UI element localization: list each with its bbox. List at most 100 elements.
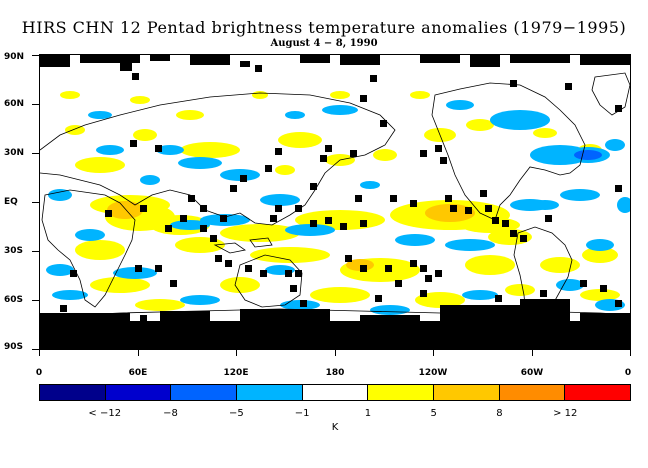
anomaly-region (425, 204, 475, 222)
indonesia-outline (213, 237, 273, 254)
lat-tick (32, 300, 39, 301)
anomaly-region (65, 125, 85, 135)
anomaly-region (278, 132, 322, 148)
anomaly-region (156, 145, 184, 155)
missing-data-cell (615, 185, 622, 192)
missing-data-cell (580, 280, 587, 287)
missing-data-cell (492, 217, 499, 224)
colorbar-label: −1 (294, 408, 310, 419)
missing-data-cell (560, 300, 567, 307)
missing-data-cell (210, 235, 217, 242)
anomaly-region (586, 239, 614, 251)
missing-data-cell (420, 150, 427, 157)
anomaly-region (465, 255, 515, 275)
anomaly-region (88, 111, 112, 119)
missing-data-cell (385, 265, 392, 272)
missing-data-cell (170, 280, 177, 287)
lat-label-30s: 30S (4, 246, 24, 256)
anomaly-region (533, 128, 557, 138)
missing-data-cell (295, 205, 302, 212)
anomaly-region (310, 287, 370, 303)
missing-data-cell (435, 270, 442, 277)
lon-tick (236, 350, 237, 356)
missing-data-cell (155, 145, 162, 152)
anomaly-region (574, 150, 602, 160)
lon-label-60w: 60W (520, 368, 544, 378)
missing-data-cell (380, 120, 387, 127)
missing-data-cell (310, 220, 317, 227)
missing-data-cell (345, 255, 352, 262)
anomaly-map (39, 54, 631, 350)
missing-data-polar-north (40, 55, 70, 67)
anomaly-region (140, 175, 160, 185)
colorbar-label: < −12 (88, 408, 122, 419)
lat-tick (32, 202, 39, 203)
anomaly-region (580, 289, 620, 301)
missing-data-cell (200, 225, 207, 232)
lat-label-90s: 90S (4, 342, 24, 352)
missing-data-polar-north (340, 55, 380, 65)
anomaly-region (617, 197, 630, 213)
missing-data-polar-north (580, 55, 630, 65)
missing-data-cell (285, 270, 292, 277)
anomaly-region (466, 119, 494, 131)
color-swatch-7 (499, 385, 566, 400)
missing-data-cell (132, 73, 139, 80)
anomaly-region (285, 224, 335, 236)
anomaly-region (48, 189, 72, 201)
missing-data-cell (355, 195, 362, 202)
lat-tick (32, 349, 39, 350)
anomaly-region (395, 234, 435, 246)
missing-data-cell (230, 185, 237, 192)
anomaly-region (330, 91, 350, 99)
anomaly-region (415, 292, 465, 308)
missing-data-cell (390, 195, 397, 202)
anomaly-region (505, 284, 535, 296)
missing-data-cell (360, 265, 367, 272)
missing-data-polar-north (510, 55, 570, 63)
missing-data-cell (165, 225, 172, 232)
missing-data-cell (300, 300, 307, 307)
anomaly-region (410, 91, 430, 99)
missing-data-cell (545, 215, 552, 222)
missing-data-cell (325, 217, 332, 224)
missing-data-cell (465, 207, 472, 214)
lat-label-60s: 60S (4, 295, 24, 305)
missing-data-cell (220, 215, 227, 222)
lon-tick (532, 350, 533, 356)
missing-data-cell (140, 205, 147, 212)
missing-data-cell (350, 150, 357, 157)
lat-label-eq: EQ (4, 197, 18, 207)
color-swatch-1 (105, 385, 172, 400)
missing-data-cell (310, 183, 317, 190)
anomaly-region (275, 165, 295, 175)
anomaly-region (220, 224, 300, 242)
missing-data-polar-north (420, 55, 460, 63)
color-swatch-3 (237, 385, 303, 400)
missing-data-cell (410, 200, 417, 207)
lon-tick (335, 350, 336, 356)
missing-data-polar-north (120, 63, 132, 71)
missing-data-cell (215, 255, 222, 262)
lon-tick (433, 350, 434, 356)
lat-label-90n: 90N (4, 52, 25, 62)
missing-data-cell (485, 205, 492, 212)
missing-data-cell (245, 265, 252, 272)
missing-data-cell (255, 65, 262, 72)
anomaly-region (540, 257, 580, 273)
anomaly-region (135, 299, 185, 311)
missing-data-antarctica (290, 317, 320, 323)
missing-data-antarctica (40, 313, 130, 323)
anomaly-region (90, 277, 150, 293)
missing-data-cell (480, 190, 487, 197)
missing-data-antarctica (360, 315, 420, 323)
anomaly-region (180, 142, 240, 158)
anomaly-region (322, 105, 358, 115)
missing-data-cell (360, 95, 367, 102)
missing-data-cell (135, 265, 142, 272)
missing-data-antarctica (40, 321, 630, 349)
missing-data-polar-north (240, 61, 250, 67)
missing-data-antarctica (580, 313, 630, 323)
missing-data-cell (510, 80, 517, 87)
color-swatch-8 (565, 385, 631, 400)
